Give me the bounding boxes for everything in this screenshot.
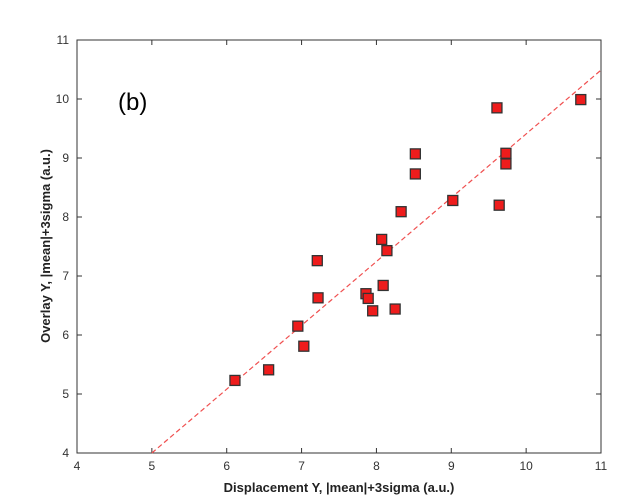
y-tick-label: 11 xyxy=(57,33,70,47)
data-point xyxy=(262,364,275,376)
y-tick-label: 4 xyxy=(62,446,69,460)
data-point xyxy=(376,233,388,246)
data-point xyxy=(229,374,241,387)
data-point xyxy=(362,292,374,305)
data-point xyxy=(409,148,422,160)
data-point xyxy=(447,194,459,207)
data-point xyxy=(575,93,587,106)
x-tick-label: 9 xyxy=(448,459,455,473)
x-tick-label: 4 xyxy=(74,459,81,473)
x-axis-label: Displacement Y, |mean|+3sigma (a.u.) xyxy=(224,480,455,495)
fit-line xyxy=(151,69,602,454)
y-tick-label: 8 xyxy=(62,210,69,224)
data-point xyxy=(312,292,324,304)
x-tick-label: 5 xyxy=(149,459,156,473)
data-point xyxy=(409,168,422,180)
y-tick-label: 7 xyxy=(62,269,69,283)
y-tick-label: 5 xyxy=(62,387,69,401)
y-axis-label: Overlay Y, |mean|+3sigma (a.u.) xyxy=(38,149,53,343)
x-tick-label: 11 xyxy=(595,459,608,473)
y-tick-label: 10 xyxy=(56,92,70,106)
data-point xyxy=(491,102,503,114)
data-point xyxy=(298,340,310,352)
x-tick-label: 7 xyxy=(298,459,305,473)
data-point xyxy=(389,303,401,315)
panel-label: (b) xyxy=(118,89,147,116)
data-point xyxy=(500,158,512,170)
data-point xyxy=(381,244,393,257)
x-tick-label: 10 xyxy=(519,459,533,473)
data-point xyxy=(500,147,512,159)
data-point xyxy=(395,206,407,218)
data-point xyxy=(367,305,379,317)
y-tick-label: 9 xyxy=(62,151,69,165)
x-tick-label: 8 xyxy=(373,459,380,473)
x-tick-label: 6 xyxy=(223,459,230,473)
plot-area xyxy=(76,39,602,454)
y-tick-label: 6 xyxy=(62,328,69,342)
data-point xyxy=(292,320,304,332)
data-point xyxy=(493,199,505,211)
data-point xyxy=(377,279,389,292)
data-point xyxy=(311,255,323,267)
